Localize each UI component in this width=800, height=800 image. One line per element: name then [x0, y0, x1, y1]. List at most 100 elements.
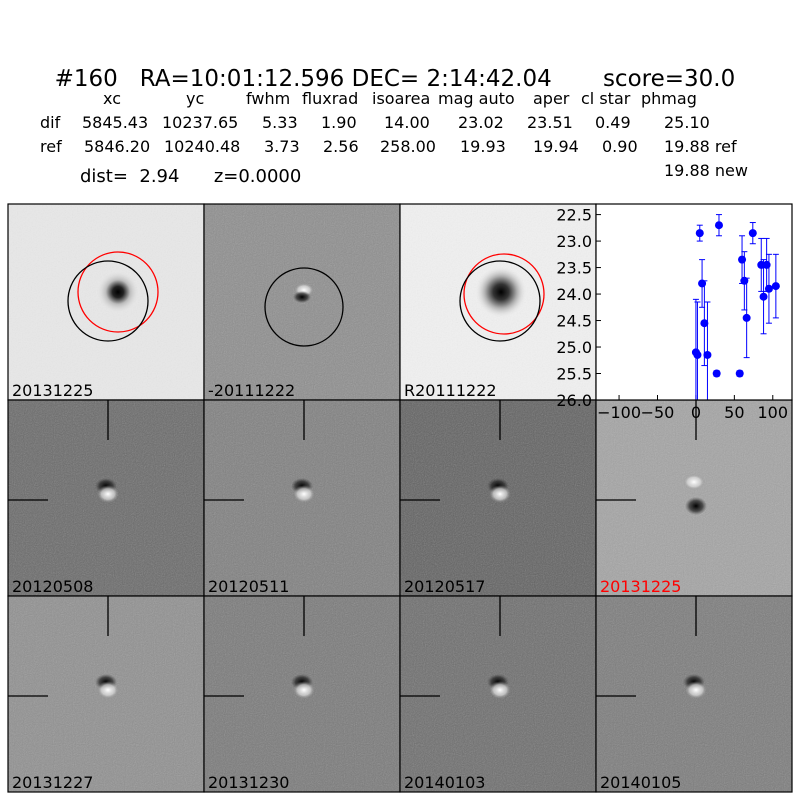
point-marker	[759, 292, 768, 301]
y-tick-label: 24.0	[556, 285, 592, 304]
col-xc: xc	[103, 89, 121, 108]
tile-date-label: 20131225	[600, 577, 681, 596]
table-cell: 23.51	[527, 113, 573, 132]
point-marker	[693, 350, 702, 359]
tile-date-label: 20120511	[208, 577, 289, 596]
stamp-tile: 20131230	[203, 595, 401, 793]
y-tick-label: 25.0	[556, 338, 592, 357]
col-isoarea: isoarea	[372, 89, 431, 108]
col-phmag: phmag	[641, 89, 697, 108]
y-tick-label: 26.0	[556, 391, 592, 410]
data-point	[759, 259, 768, 335]
point-marker	[764, 284, 773, 293]
x-tick-label: 100	[758, 403, 789, 422]
x-tick-label: −100	[597, 403, 641, 422]
residual-lobe	[293, 681, 315, 699]
point-marker	[714, 221, 723, 230]
data-point	[700, 280, 709, 367]
ref-aperture-circle	[77, 251, 159, 333]
table-cell: 19.94	[533, 137, 579, 156]
tile-frame	[595, 595, 793, 793]
stamp-tile: 20131227	[7, 595, 205, 793]
table-cell: 258.00	[380, 137, 436, 156]
y-tick-label: 23.5	[556, 259, 592, 278]
table-cell: 5845.43	[82, 113, 149, 132]
col-cl-star: cl star	[581, 89, 631, 108]
table-cell: 23.02	[458, 113, 504, 132]
ra-value: RA=10:01:12.596	[139, 66, 345, 92]
stamp-tile: 20131225	[595, 399, 793, 597]
point-marker	[712, 369, 721, 378]
y-tick-label: 23.0	[556, 232, 592, 251]
col-mag-auto: mag auto	[438, 89, 515, 108]
col-fluxrad: fluxrad	[302, 89, 359, 108]
x-tick-label: 50	[724, 403, 744, 422]
phmag-new: 19.88 new	[664, 161, 748, 180]
tile-date-label: -20111222	[208, 381, 295, 400]
candidate-id: #160	[54, 66, 118, 92]
point-marker	[703, 350, 712, 359]
residual-negative	[293, 291, 311, 303]
data-point	[742, 277, 751, 359]
table-cell: 19.93	[460, 137, 506, 156]
data-point	[693, 301, 702, 400]
y-tick-label: 24.5	[556, 312, 592, 331]
dist-line: dist= 2.94 z=0.0000	[80, 166, 301, 187]
residual-lobe	[685, 497, 707, 515]
table-cell: 19.88 ref	[664, 137, 737, 156]
tile-date-label: 20120508	[12, 577, 93, 596]
stamp-tile: 20120517	[399, 399, 597, 597]
dist-value: dist= 2.94	[80, 166, 180, 187]
table-cell: 10237.65	[162, 113, 239, 132]
score-value: score=30.0	[602, 66, 736, 92]
table-cell: 3.73	[264, 137, 300, 156]
x-tick-label: 0	[691, 403, 701, 422]
stamp-tile: 20140105	[595, 595, 793, 793]
residual-lobe	[97, 681, 119, 699]
x-tick-label: −50	[641, 403, 675, 422]
stamp-tile: 20120508	[7, 399, 205, 597]
residual-lobe	[97, 485, 119, 503]
y-tick-label: 25.5	[556, 365, 592, 384]
tile-date-label: 20140105	[600, 773, 681, 792]
tile-date-label: 20131230	[208, 773, 289, 792]
stamp-tile: 20140103	[399, 595, 597, 793]
page-title: #160 RA=10:01:12.596 DEC= 2:14:42.04 sco…	[40, 40, 736, 92]
tile-date-label: 20131227	[12, 773, 93, 792]
col-fwhm: fwhm	[246, 89, 291, 108]
tile-date-label: 20131225	[12, 381, 93, 400]
col-yc: yc	[186, 89, 205, 108]
col-aper: aper	[533, 89, 570, 108]
ref-aperture-circle	[463, 253, 545, 335]
plot-area	[596, 204, 792, 400]
y-tick-label: 22.5	[556, 206, 592, 225]
data-point	[712, 369, 721, 378]
point-marker	[742, 313, 751, 322]
stamp-tile: -20111222	[203, 203, 401, 401]
table-cell: 0.90	[602, 137, 638, 156]
data-point	[748, 222, 757, 245]
row-ref-label: ref	[40, 137, 62, 156]
table-cell: 5.33	[262, 113, 298, 132]
plot-frame	[595, 203, 793, 401]
residual-lobe	[293, 485, 315, 503]
point-marker	[771, 282, 780, 291]
stamp-tile: 20120511	[203, 399, 401, 597]
new-aperture-circle	[459, 260, 541, 342]
stamp-tile: 20131225	[7, 203, 205, 401]
point-marker	[695, 229, 704, 238]
lightcurve-chart: 22.5 23.0 23.5 24.0 24.5 25.0 25.5 26.0 −100 −50 0…	[556, 203, 793, 422]
star-source	[96, 270, 140, 314]
table-cell: 25.10	[664, 113, 710, 132]
residual-lobe	[685, 681, 707, 699]
point-marker	[735, 369, 744, 378]
new-aperture-circle	[67, 260, 149, 342]
table-cell: 10240.48	[164, 137, 241, 156]
row-dif-label: dif	[40, 113, 61, 132]
tile-date-label: 20140103	[404, 773, 485, 792]
aperture-circle	[264, 267, 344, 347]
table-cell: 2.56	[323, 137, 359, 156]
stamp-tile: R20111222	[399, 203, 597, 401]
tile-date-label: R20111222	[404, 381, 497, 400]
table-cell: 5846.20	[84, 137, 151, 156]
